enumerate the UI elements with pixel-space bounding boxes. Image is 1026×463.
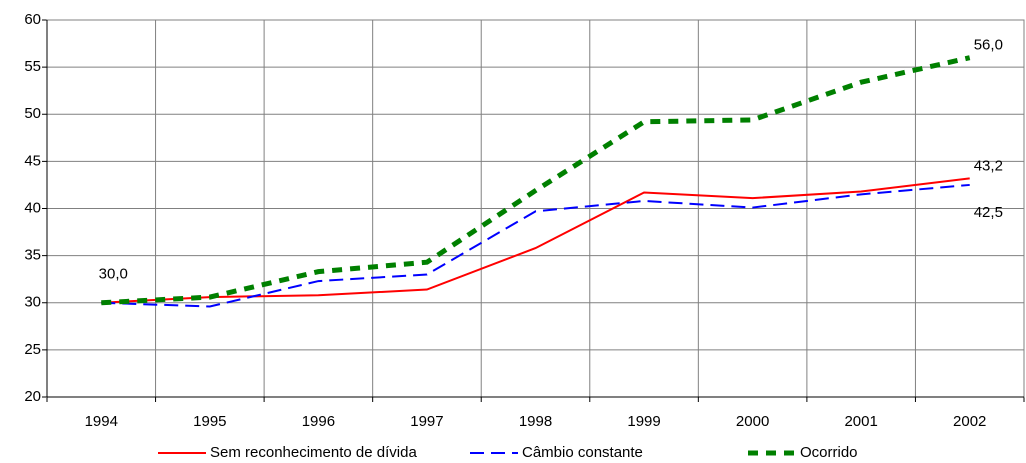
y-tick-label: 30: [24, 294, 41, 311]
x-tick-label: 1994: [85, 413, 118, 430]
legend-label: Câmbio constante: [522, 444, 643, 461]
y-tick-label: 20: [24, 388, 41, 405]
legend-label: Ocorrido: [800, 444, 858, 461]
x-tick-label: 2001: [844, 413, 877, 430]
x-tick-label: 1996: [302, 413, 335, 430]
y-tick-label: 35: [24, 247, 41, 264]
x-tick-label: 1995: [193, 413, 226, 430]
data-label: 42,5: [974, 204, 1003, 221]
series-line: [101, 177, 970, 304]
x-tick-label: 1999: [627, 413, 660, 430]
x-tick-label: 2002: [953, 413, 986, 430]
data-label: 30,0: [99, 266, 128, 283]
y-tick-label: 50: [24, 105, 41, 122]
y-tick-label: 40: [24, 199, 41, 216]
series-line: [101, 55, 971, 306]
y-tick-label: 45: [24, 152, 41, 169]
y-tick-label: 60: [24, 11, 41, 28]
legend-label: Sem reconhecimento de dívida: [210, 444, 417, 461]
x-tick-label: 1998: [519, 413, 552, 430]
x-tick-label: 2000: [736, 413, 769, 430]
x-tick-label: 1997: [410, 413, 443, 430]
series-line: [101, 183, 970, 308]
y-tick-label: 55: [24, 58, 41, 75]
data-label: 43,2: [974, 157, 1003, 174]
y-tick-label: 25: [24, 341, 41, 358]
data-label: 56,0: [974, 37, 1003, 54]
